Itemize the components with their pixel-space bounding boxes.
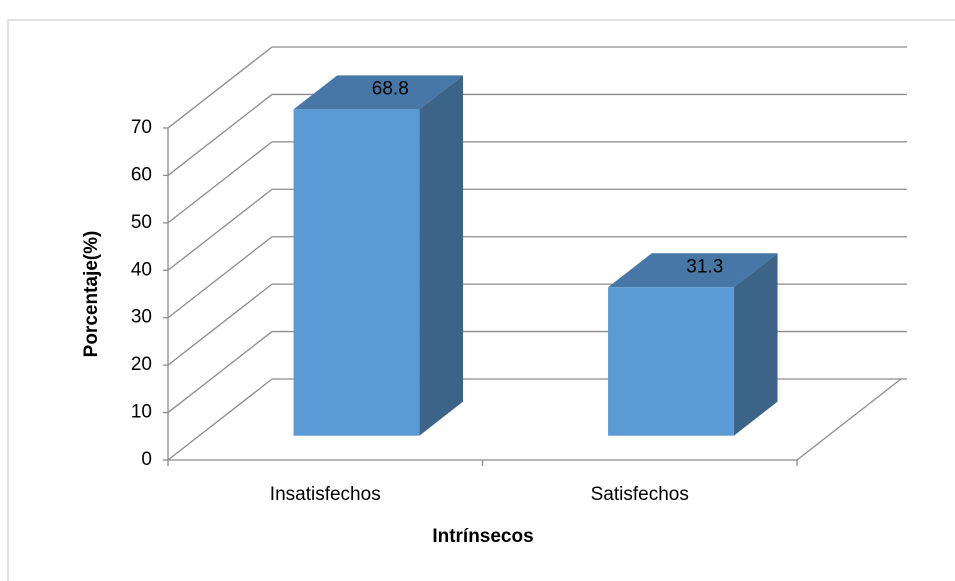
grid-line-side [167, 236, 273, 319]
bar-side [419, 75, 464, 436]
y-tick-label: 50 [131, 212, 152, 233]
bar-top [608, 253, 778, 288]
value-label: 68.8 [372, 78, 409, 99]
y-tick-label: 40 [131, 259, 152, 280]
grid-line-side [167, 188, 273, 271]
grid-line-side [167, 378, 273, 461]
grid-line-side [167, 46, 273, 129]
y-tick-label: 30 [131, 307, 152, 328]
y-tick-label: 10 [131, 402, 152, 423]
grid-line-side [167, 283, 273, 366]
chart-frame [7, 19, 955, 581]
bar-side [733, 253, 778, 436]
y-tick-label: 60 [131, 164, 152, 185]
value-label: 31.3 [686, 256, 723, 277]
grid-line-side [167, 331, 273, 414]
grid-line-side [167, 93, 273, 176]
y-tick-label: 70 [131, 117, 152, 138]
y-tick-label: 0 [141, 449, 152, 470]
y-tick-label: 20 [131, 354, 152, 375]
x-axis-title: Intrínsecos [432, 526, 533, 547]
bar [293, 109, 420, 436]
x-tick-label: Satisfechos [591, 484, 689, 505]
bar [608, 287, 734, 436]
bar-top [293, 75, 464, 110]
grid-line-side [167, 141, 273, 224]
y-axis-title: Porcentaje(%) [81, 231, 102, 358]
x-tick-label: Insatisfechos [270, 484, 381, 505]
floor-right [796, 378, 902, 461]
